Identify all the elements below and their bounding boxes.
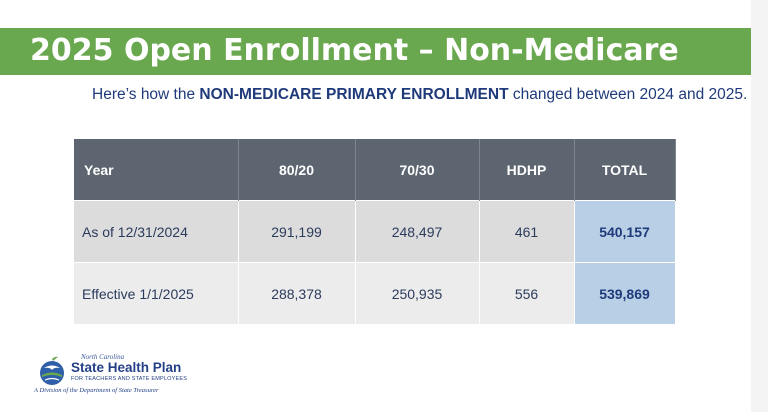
cell-hdhp: 556 xyxy=(479,262,575,324)
logo-tagline: FOR TEACHERS AND STATE EMPLOYEES xyxy=(71,376,188,382)
subtitle-highlight: NON-MEDICARE PRIMARY ENROLLMENT xyxy=(199,86,509,103)
cell-70-30: 248,497 xyxy=(355,200,480,263)
subtitle-lead: Here’s how the xyxy=(92,86,200,103)
logo-division: A Division of the Department of State Tr… xyxy=(34,387,159,394)
column-header-total: TOTAL xyxy=(574,139,676,201)
logo-name: State Health Plan xyxy=(71,360,182,375)
column-header-hdhp: HDHP xyxy=(479,139,575,201)
cell-70-30: 250,935 xyxy=(355,262,480,324)
cell-80-20: 288,378 xyxy=(238,262,356,324)
slide-edge xyxy=(751,0,768,412)
subtitle: Here’s how the NON-MEDICARE PRIMARY ENRO… xyxy=(92,86,747,104)
cell-total: 539,869 xyxy=(574,262,676,324)
subtitle-tail: changed between 2024 and 2025. xyxy=(508,86,748,103)
cell-80-20: 291,199 xyxy=(238,200,356,263)
column-header-year: Year xyxy=(74,139,239,201)
table-row: As of 12/31/2024 291,199 248,497 461 540… xyxy=(74,200,676,263)
page-title: 2025 Open Enrollment – Non-Medicare xyxy=(30,33,679,68)
state-health-plan-logo: North Carolina State Health Plan FOR TEA… xyxy=(33,353,193,403)
row-label: As of 12/31/2024 xyxy=(74,200,239,263)
table-row: Effective 1/1/2025 288,378 250,935 556 5… xyxy=(74,262,676,324)
column-header-80-20: 80/20 xyxy=(238,139,356,201)
cell-total: 540,157 xyxy=(574,200,676,263)
column-header-70-30: 70/30 xyxy=(355,139,480,201)
enrollment-table: Year 80/20 70/30 HDHP TOTAL As of 12/31/… xyxy=(74,139,676,324)
row-label: Effective 1/1/2025 xyxy=(74,262,239,324)
apple-logo-icon xyxy=(40,356,64,385)
logo-state: North Carolina xyxy=(81,353,125,361)
cell-hdhp: 461 xyxy=(479,200,575,263)
table-header-row: Year 80/20 70/30 HDHP TOTAL xyxy=(74,139,676,201)
title-bar: 2025 Open Enrollment – Non-Medicare xyxy=(0,28,751,75)
